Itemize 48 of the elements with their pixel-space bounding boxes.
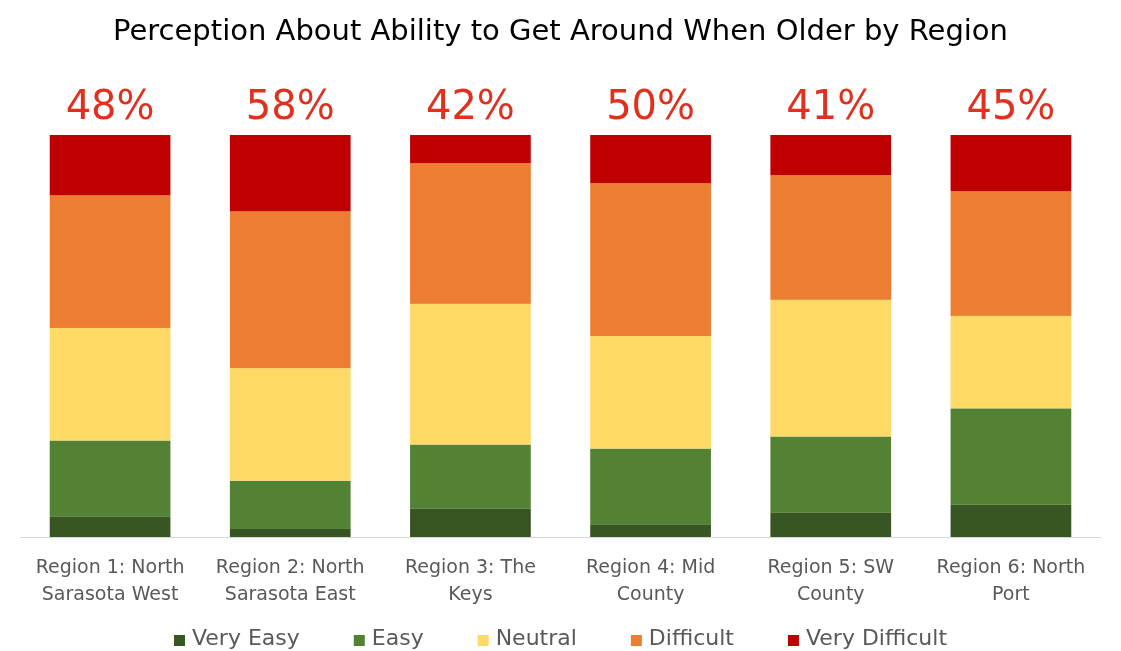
bar [950,504,1072,537]
bar [49,135,171,196]
bar [590,336,711,449]
bar [770,175,892,300]
annotation: 58% [245,82,335,128]
legend-label: Easy [371,625,424,650]
bar [410,135,531,164]
bar [410,163,531,304]
bar [950,408,1072,505]
legend-label: Very Easy [191,625,300,650]
annotation: 41% [786,82,876,128]
bar [770,135,892,176]
bar [770,299,892,437]
legend-label: Neutral [495,625,577,650]
bar [229,480,351,529]
bar [590,524,711,537]
bar [229,135,351,212]
bar [410,508,531,537]
bar [770,436,892,513]
x-tick-label: Region 1: North Sarasota West [35,555,185,604]
annotation: 48% [65,82,155,128]
bar [590,183,711,336]
bar [49,440,171,517]
bar [410,444,531,509]
bar [950,191,1072,316]
chart-title: Perception About Ability to Get Around When Older by Region [113,13,1008,47]
bar [229,368,351,481]
x-tick-label: Region 4: Mid County [585,555,716,604]
bar [950,135,1072,192]
bar [49,516,171,537]
bar [229,528,351,537]
annotation: 42% [425,82,515,128]
bar [590,448,711,525]
bar [410,303,531,445]
annotation: 50% [606,82,696,128]
x-tick-label: Region 2: North Sarasota East [215,555,365,604]
annotation: 45% [966,82,1056,128]
bar [49,327,171,441]
x-tick-label: Region 3: The Keys [404,555,536,604]
legend-label: Very Difficult [805,625,948,650]
bar [770,512,892,537]
bar [950,315,1072,409]
x-tick-label: Region 5: SW County [767,555,895,604]
legend-label: Difficult [648,625,735,650]
bar [49,195,171,328]
bar [229,211,351,369]
bar [590,135,711,184]
x-tick-label: Region 6: North Port [936,555,1086,604]
